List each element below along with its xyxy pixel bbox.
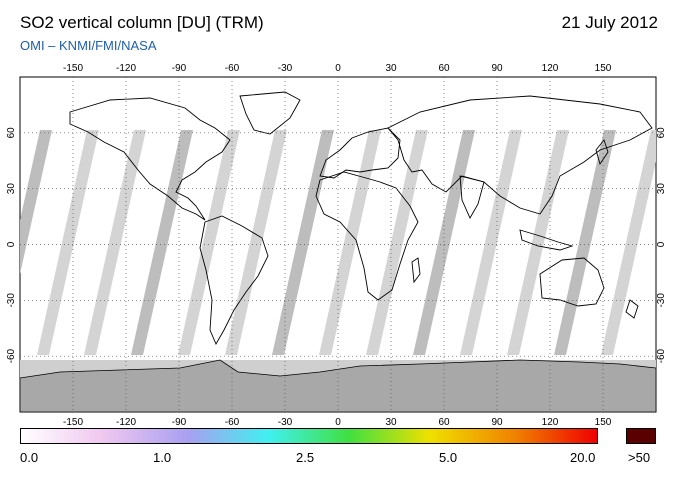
orbit-swath bbox=[37, 130, 99, 355]
colorbar-label-2: 2.5 bbox=[296, 450, 315, 465]
orbit-swath bbox=[460, 130, 522, 355]
lon-tick-label-bottom: 0 bbox=[335, 417, 341, 428]
orbit-swath bbox=[84, 130, 146, 355]
lon-tick-label-top: -60 bbox=[225, 63, 240, 74]
lat-tick-label-left: -30 bbox=[6, 293, 17, 308]
coastlines bbox=[69, 91, 653, 346]
map-title: SO2 vertical column [DU] (TRM) bbox=[20, 13, 264, 32]
orbit-swath bbox=[319, 130, 381, 355]
lat-tick-label-right: -30 bbox=[656, 293, 667, 308]
lon-tick-label-top: 0 bbox=[335, 63, 341, 74]
lon-tick-label-bottom: 90 bbox=[491, 417, 503, 428]
orbit-swath bbox=[131, 130, 193, 355]
lon-tick-label-bottom: 120 bbox=[542, 417, 559, 428]
lon-tick-label-top: 120 bbox=[542, 63, 559, 74]
colorbar-overflow bbox=[626, 428, 656, 444]
lon-tick-label-bottom: 30 bbox=[385, 417, 397, 428]
lat-tick-label-left: -60 bbox=[6, 349, 17, 364]
map-frame bbox=[19, 76, 657, 413]
data-credit: OMI – KNMI/FMI/NASA bbox=[20, 38, 157, 53]
lat-tick-label-right: 0 bbox=[656, 241, 667, 247]
lon-tick-label-bottom: -30 bbox=[278, 417, 293, 428]
lon-tick-label-bottom: -150 bbox=[63, 417, 83, 428]
lon-tick-label-top: 60 bbox=[438, 63, 450, 74]
colorbar-label-3: 5.0 bbox=[439, 450, 458, 465]
lat-tick-label-left: 0 bbox=[6, 241, 17, 247]
lat-tick-label-left: 60 bbox=[6, 127, 17, 139]
orbit-swath bbox=[507, 130, 569, 355]
lon-tick-label-top: -90 bbox=[172, 63, 187, 74]
colorbar-label-0: 0.0 bbox=[20, 450, 39, 465]
orbit-swaths bbox=[20, 130, 656, 355]
orbit-swath bbox=[601, 130, 656, 355]
lon-tick-label-top: 150 bbox=[595, 63, 612, 74]
colorbar-label-4: 20.0 bbox=[570, 450, 596, 465]
orbit-swath bbox=[366, 130, 428, 355]
lon-tick-label-bottom: 60 bbox=[438, 417, 450, 428]
lat-tick-label-right: 30 bbox=[656, 183, 667, 195]
orbit-swath bbox=[20, 130, 52, 274]
lon-tick-label-bottom: -60 bbox=[225, 417, 240, 428]
orbit-swath bbox=[178, 130, 240, 355]
lon-tick-label-bottom: -90 bbox=[172, 417, 187, 428]
colorbar bbox=[20, 428, 598, 444]
lon-tick-label-top: -150 bbox=[63, 63, 83, 74]
lon-tick-label-top: -120 bbox=[116, 63, 136, 74]
lon-tick-label-top: 90 bbox=[491, 63, 503, 74]
lon-tick-label-bottom: -120 bbox=[116, 417, 136, 428]
colorbar-label-5: >50 bbox=[628, 450, 651, 465]
orbit-swath bbox=[413, 130, 475, 355]
lat-tick-label-right: -60 bbox=[656, 349, 667, 364]
colorbar-label-1: 1.0 bbox=[153, 450, 172, 465]
lon-tick-label-top: -30 bbox=[278, 63, 293, 74]
orbit-swath bbox=[554, 130, 616, 355]
map-date: 21 July 2012 bbox=[561, 13, 658, 32]
lat-tick-label-left: 30 bbox=[6, 183, 17, 195]
lon-tick-label-bottom: 150 bbox=[595, 417, 612, 428]
lat-tick-label-right: 60 bbox=[656, 127, 667, 139]
orbit-swath bbox=[225, 130, 287, 355]
lon-tick-label-top: 30 bbox=[385, 63, 397, 74]
